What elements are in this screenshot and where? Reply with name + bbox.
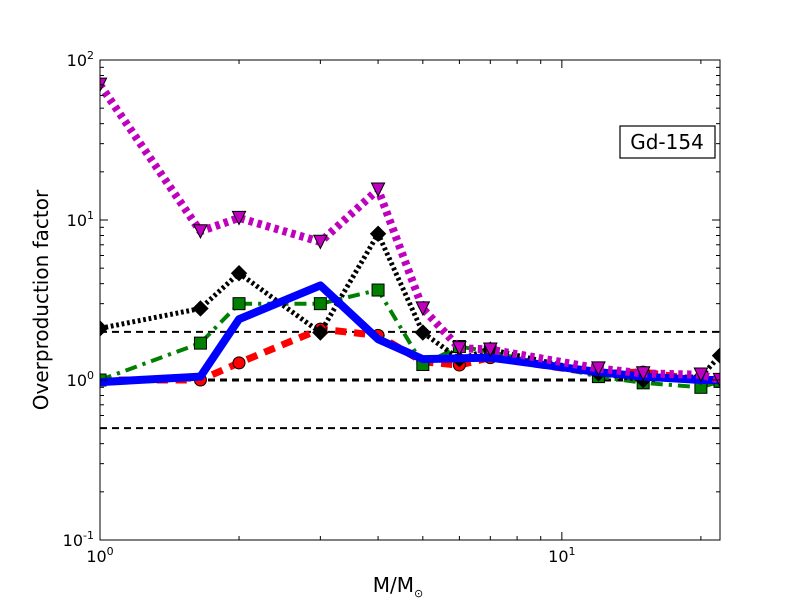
y-tick-label-2: 101 [67, 209, 94, 230]
series-4-point-5 [415, 301, 431, 317]
series-2-point-4 [369, 225, 387, 242]
series-4-point-1 [193, 224, 208, 240]
series-4-point-3 [312, 234, 328, 250]
series-4-point-7 [482, 342, 498, 358]
series-4-point-6 [451, 341, 467, 356]
series-4-point-4 [370, 182, 386, 198]
series-0-point-2 [232, 356, 246, 370]
x-axis-label: M/M⊙ [373, 573, 423, 600]
series-2-point-2 [230, 265, 248, 282]
series-line-4 [100, 82, 720, 384]
y-axis-label: Overproduction factor [29, 189, 53, 410]
series-4 [100, 77, 720, 388]
series-1-point-1 [193, 336, 207, 350]
series-4-point-8 [591, 361, 606, 377]
series-2-point-1 [192, 300, 209, 317]
annotation-frame [619, 125, 716, 159]
plot-frame [99, 59, 721, 541]
series-1-point-2 [232, 297, 246, 311]
x-tick-label-1: 101 [548, 545, 575, 566]
y-tick-label-1: 100 [67, 369, 94, 390]
series-1-point-4 [371, 283, 385, 297]
series-2-point-11 [711, 347, 720, 364]
series-4-point-9 [635, 366, 651, 382]
annotation-label: Gd-154 [630, 130, 704, 154]
annotation-box: Gd-154 [619, 125, 716, 159]
series-4-point-2 [231, 210, 247, 226]
y-tick-label-3: 102 [67, 49, 94, 70]
x-tick-label-0: 100 [86, 545, 113, 566]
series-1-point-3 [313, 297, 327, 311]
plot-area [100, 77, 720, 430]
y-tick-label-0: 10-1 [63, 529, 94, 550]
series-2-point-3 [312, 324, 329, 341]
series-4-point-10 [693, 367, 709, 383]
series-2-point-5 [414, 324, 432, 341]
